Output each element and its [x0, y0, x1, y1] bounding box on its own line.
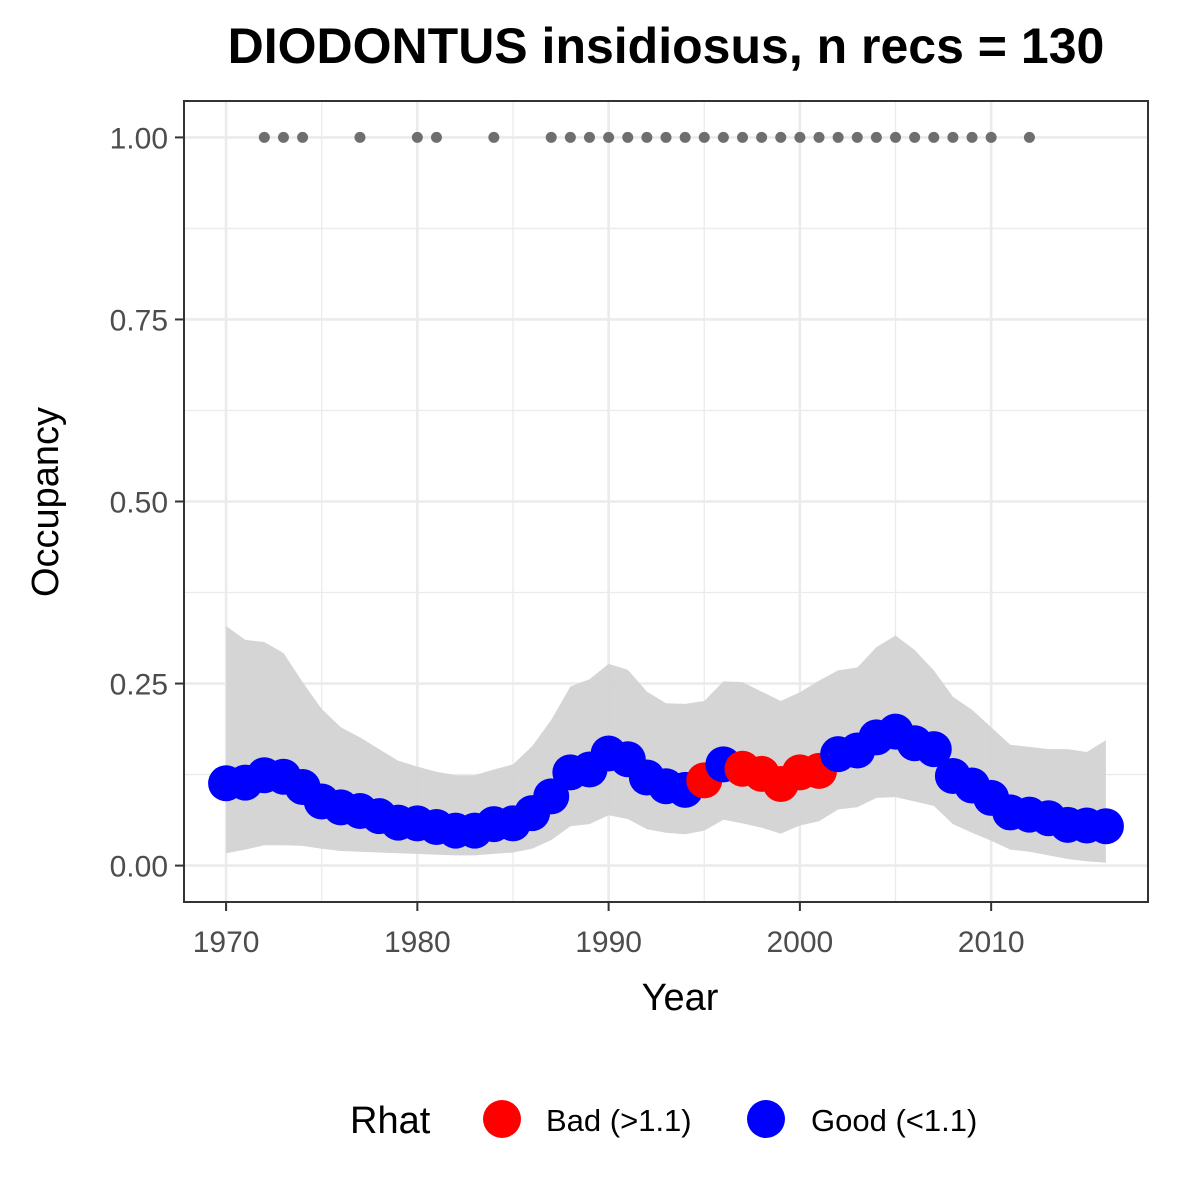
x-tick-label: 1980: [384, 926, 451, 959]
record-point: [870, 131, 882, 143]
record-point: [985, 131, 997, 143]
record-point: [928, 131, 940, 143]
x-axis: 1970 1980 1990 2000 2010: [193, 902, 1025, 959]
y-tick-label: 0.00: [110, 851, 168, 884]
x-tick-label: 1970: [193, 926, 260, 959]
y-tick-label: 0.50: [110, 487, 168, 520]
record-point: [890, 131, 902, 143]
x-tick-label: 2000: [767, 926, 834, 959]
y-tick-label: 0.25: [110, 669, 168, 702]
record-point: [603, 131, 615, 143]
record-point: [947, 131, 959, 143]
record-points: [258, 131, 1035, 143]
y-axis-title: Occupancy: [25, 407, 67, 597]
legend: Rhat Bad (>1.1) Good (<1.1): [350, 1100, 977, 1142]
chart-title: DIODONTUS insidiosus, n recs = 130: [228, 18, 1105, 74]
record-point: [258, 131, 270, 143]
occupancy-points: [208, 713, 1124, 849]
record-point: [737, 131, 749, 143]
record-point: [622, 131, 634, 143]
y-axis: 0.00 0.25 0.50 0.75 1.00: [110, 122, 184, 884]
record-point: [794, 131, 806, 143]
x-tick-label: 2010: [958, 926, 1025, 959]
record-point: [698, 131, 710, 143]
x-axis-title: Year: [642, 977, 719, 1019]
record-point: [430, 131, 442, 143]
record-point: [545, 131, 557, 143]
record-point: [679, 131, 691, 143]
record-point: [851, 131, 863, 143]
record-point: [411, 131, 423, 143]
record-point: [756, 131, 768, 143]
occupancy-point-good: [915, 731, 952, 768]
occupancy-point-good: [1087, 808, 1124, 845]
record-point: [277, 131, 289, 143]
record-point: [354, 131, 366, 143]
record-point: [1023, 131, 1035, 143]
y-tick-label: 0.75: [110, 304, 168, 337]
record-point: [564, 131, 576, 143]
record-point: [488, 131, 500, 143]
record-point: [297, 131, 309, 143]
legend-swatch-bad: [483, 1100, 521, 1138]
legend-swatch-good: [747, 1100, 785, 1138]
record-point: [775, 131, 787, 143]
record-point: [660, 131, 672, 143]
record-point: [717, 131, 729, 143]
credible-interval-band: [226, 626, 1106, 863]
legend-label-bad: Bad (>1.1): [546, 1103, 692, 1138]
record-point: [832, 131, 844, 143]
y-tick-label: 1.00: [110, 122, 168, 155]
occupancy-point-good: [533, 778, 570, 815]
record-point: [583, 131, 595, 143]
credible-interval-ribbon: [226, 626, 1106, 863]
x-tick-label: 1990: [575, 926, 642, 959]
legend-title: Rhat: [350, 1100, 431, 1142]
record-point: [641, 131, 653, 143]
record-point: [966, 131, 978, 143]
record-point: [909, 131, 921, 143]
legend-label-good: Good (<1.1): [811, 1103, 977, 1138]
record-point: [813, 131, 825, 143]
